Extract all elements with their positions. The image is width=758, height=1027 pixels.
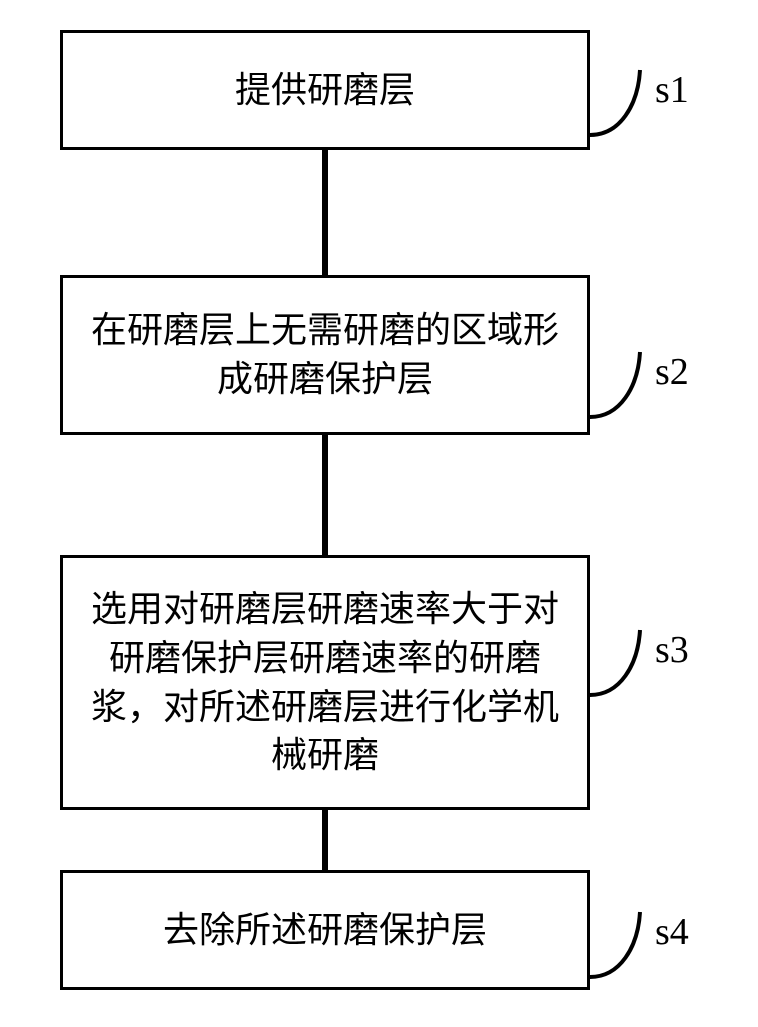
label-text: s2: [655, 351, 689, 393]
connector-1-2: [322, 150, 328, 275]
step-box-s4: 去除所述研磨保护层: [60, 870, 590, 990]
step-box-s3: 选用对研磨层研磨速率大于对研磨保护层研磨速率的研磨浆，对所述研磨层进行化学机械研…: [60, 555, 590, 810]
callout-path: [590, 630, 640, 695]
flowchart-canvas: 提供研磨层 s1 在研磨层上无需研磨的区域形成研磨保护层 s2 选用对研磨层研磨…: [0, 0, 758, 1027]
callout-path: [590, 912, 640, 977]
label-text: s3: [655, 629, 689, 671]
step-label-s2: s2: [655, 350, 689, 394]
step-text: 提供研磨层: [235, 66, 415, 115]
label-text: s1: [655, 69, 689, 111]
step-label-s4: s4: [655, 910, 689, 954]
callout-s2: [590, 352, 660, 422]
step-text: 在研磨层上无需研磨的区域形成研磨保护层: [83, 306, 567, 403]
step-text: 去除所述研磨保护层: [163, 906, 487, 955]
callout-path: [590, 70, 640, 135]
connector-2-3: [322, 435, 328, 555]
step-label-s3: s3: [655, 628, 689, 672]
callout-s3: [590, 630, 660, 700]
callout-path: [590, 352, 640, 417]
connector-3-4: [322, 810, 328, 870]
step-box-s2: 在研磨层上无需研磨的区域形成研磨保护层: [60, 275, 590, 435]
callout-s1: [590, 70, 660, 140]
callout-s4: [590, 912, 660, 982]
label-text: s4: [655, 911, 689, 953]
step-box-s1: 提供研磨层: [60, 30, 590, 150]
step-text: 选用对研磨层研磨速率大于对研磨保护层研磨速率的研磨浆，对所述研磨层进行化学机械研…: [83, 585, 567, 779]
step-label-s1: s1: [655, 68, 689, 112]
